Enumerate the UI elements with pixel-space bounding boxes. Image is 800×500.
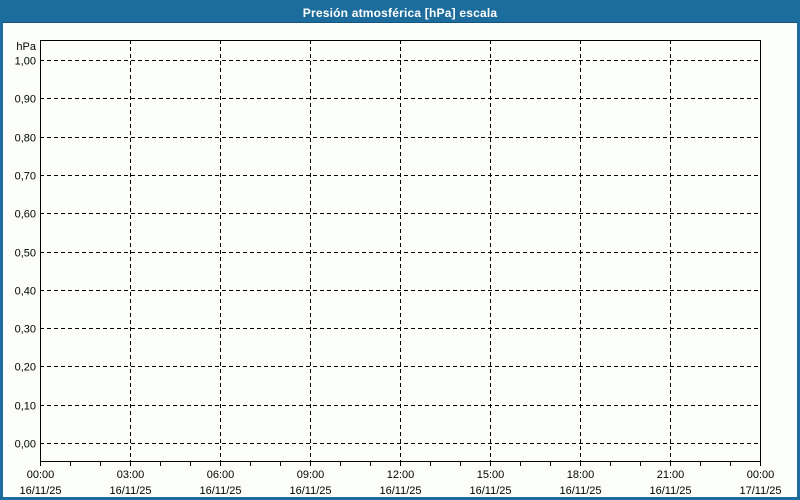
x-date-label: 16/11/25 xyxy=(379,485,421,497)
y-tick-label: 0,00 xyxy=(15,439,36,451)
x-date-label: 16/11/25 xyxy=(559,485,601,497)
chart-area: hPa 1,00 0,90 0,80 0,70 0,60 0,50 0,40 0,30 0,20 0… xyxy=(3,24,797,497)
y-tick-label: 0,40 xyxy=(15,286,36,298)
x-time-label: 06:00 xyxy=(207,469,235,481)
y-tick-label: 0,70 xyxy=(15,171,36,183)
x-date-label: 16/11/25 xyxy=(109,485,151,497)
x-time-label: 00:00 xyxy=(27,469,55,481)
y-axis-unit-label: hPa xyxy=(16,41,36,53)
x-time-label: 09:00 xyxy=(297,469,325,481)
y-tick-label: 0,80 xyxy=(15,133,36,145)
chart-title: Presión atmosférica [hPa] escala xyxy=(302,5,498,20)
plot-frame xyxy=(40,40,761,462)
y-tick-label: 1,00 xyxy=(15,56,36,68)
y-tick-label: 0,50 xyxy=(15,248,36,260)
x-date-label: 16/11/25 xyxy=(19,485,61,497)
x-time-label: 21:00 xyxy=(657,469,685,481)
x-date-label: 16/11/25 xyxy=(469,485,511,497)
x-date-label: 16/11/25 xyxy=(199,485,241,497)
x-time-label: 18:00 xyxy=(567,469,595,481)
x-time-label: 12:00 xyxy=(387,469,415,481)
x-time-label: 00:00 xyxy=(747,469,775,481)
pressure-chart-svg: hPa 1,00 0,90 0,80 0,70 0,60 0,50 0,40 0,30 0,20 0… xyxy=(15,40,782,497)
x-date-label: 16/11/25 xyxy=(289,485,331,497)
x-date-label: 17/11/25 xyxy=(739,485,781,497)
x-time-label: 03:00 xyxy=(117,469,145,481)
y-tick-label: 0,60 xyxy=(15,209,36,221)
x-date-label: 16/11/25 xyxy=(649,485,691,497)
y-tick-label: 0,30 xyxy=(15,324,36,336)
chart-title-bar: Presión atmosférica [hPa] escala xyxy=(3,3,797,23)
y-tick-label: 0,10 xyxy=(15,401,36,413)
x-time-label: 15:00 xyxy=(477,469,505,481)
y-tick-label: 0,20 xyxy=(15,362,36,374)
y-tick-label: 0,90 xyxy=(15,94,36,106)
